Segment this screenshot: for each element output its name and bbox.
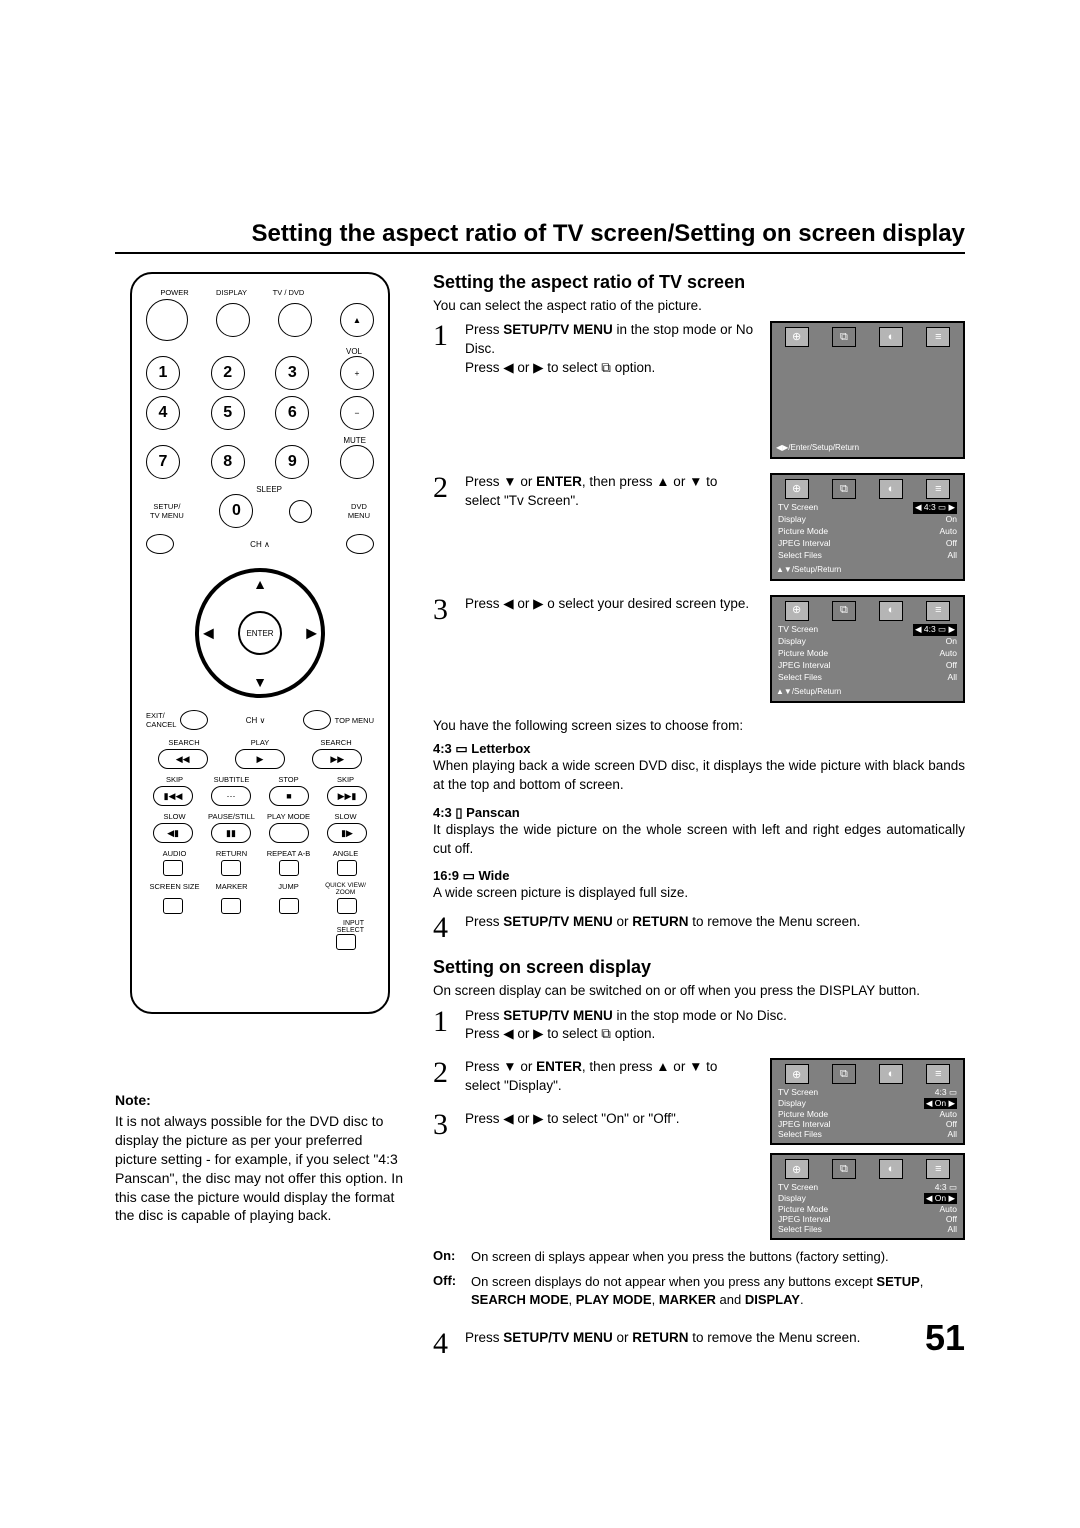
vol-down: − [340, 396, 374, 430]
letterbox-title: 4:3 ▭ Letterbox [433, 741, 965, 757]
dpad: ENTER ▲ ▼ ◀ ▶ [185, 558, 335, 708]
display-intro: On screen display can be switched on or … [433, 982, 965, 1000]
display-button [216, 303, 250, 337]
step-text: Press SETUP/TV MENU in the stop mode or … [465, 1007, 965, 1045]
step-number: 3 [433, 595, 455, 625]
panscan-body: It displays the wide picture on the whol… [433, 821, 965, 859]
tvdvd-button [278, 303, 312, 337]
step-number: 1 [433, 1007, 455, 1037]
step-number: 4 [433, 913, 455, 943]
step-text: Press ▼ or ENTER, then press ▲ or ▼ to s… [465, 1058, 756, 1096]
mute-button [340, 445, 374, 479]
power-button [146, 299, 188, 341]
step-number: 2 [433, 473, 455, 503]
choose-intro: You have the following screen sizes to c… [433, 717, 965, 735]
display-section-title: Setting on screen display [433, 957, 965, 978]
osd-screenshot: ⊕⧉◐≡ TV Screen4:3 ▭ Display◀ On ▶ Pictur… [770, 1058, 965, 1145]
osd-screenshot: ⊕⧉◐≡ ◀▶/Enter/Setup/Return [770, 321, 965, 459]
step-text: Press ◀ or ▶ to select "On" or "Off". [465, 1110, 756, 1129]
off-body: On screen displays do not appear when yo… [471, 1273, 965, 1309]
on-label: On: [433, 1248, 463, 1266]
letterbox-body: When playing back a wide screen DVD disc… [433, 757, 965, 795]
step-number: 1 [433, 321, 455, 351]
aspect-intro: You can select the aspect ratio of the p… [433, 297, 965, 315]
off-label: Off: [433, 1273, 463, 1309]
eject-button: ▲ [340, 303, 374, 337]
step-text: Press ▼ or ENTER, then press ▲ or ▼ to s… [465, 473, 756, 511]
note-heading: Note: [115, 1092, 405, 1108]
osd-screenshot: ⊕⧉◐≡ TV Screen4:3 ▭ Display◀ On ▶ Pictur… [770, 1153, 965, 1240]
vol-up: + [340, 356, 374, 390]
step-number: 2 [433, 1058, 455, 1088]
step-number: 4 [433, 1329, 455, 1359]
panscan-title: 4:3 ▯ Panscan [433, 805, 965, 821]
step-text: Press ◀ or ▶ o select your desired scree… [465, 595, 756, 614]
step-number: 3 [433, 1110, 455, 1140]
osd-screenshot: ⊕⧉◐≡ TV Screen◀ 4:3 ▭ ▶ DisplayOn Pictur… [770, 595, 965, 703]
wide-title: 16:9 ▭ Wide [433, 868, 965, 884]
aspect-section-title: Setting the aspect ratio of TV screen [433, 272, 965, 293]
wide-body: A wide screen picture is displayed full … [433, 884, 965, 903]
page-title: Setting the aspect ratio of TV screen/Se… [115, 220, 965, 254]
step-text: Press SETUP/TV MENU in the stop mode or … [465, 321, 756, 378]
on-body: On screen di splays appear when you pres… [471, 1248, 889, 1266]
step-text: Press SETUP/TV MENU or RETURN to remove … [465, 1329, 905, 1348]
note-body: It is not always possible for the DVD di… [115, 1112, 405, 1225]
page-number: 51 [925, 1317, 965, 1359]
osd-screenshot: ⊕⧉◐≡ TV Screen◀ 4:3 ▭ ▶ DisplayOn Pictur… [770, 473, 965, 581]
remote-control-diagram: POWERDISPLAYTV / DVD ▲ VOL 123 + 456 − M… [130, 272, 390, 1014]
step-text: Press SETUP/TV MENU or RETURN to remove … [465, 913, 965, 932]
